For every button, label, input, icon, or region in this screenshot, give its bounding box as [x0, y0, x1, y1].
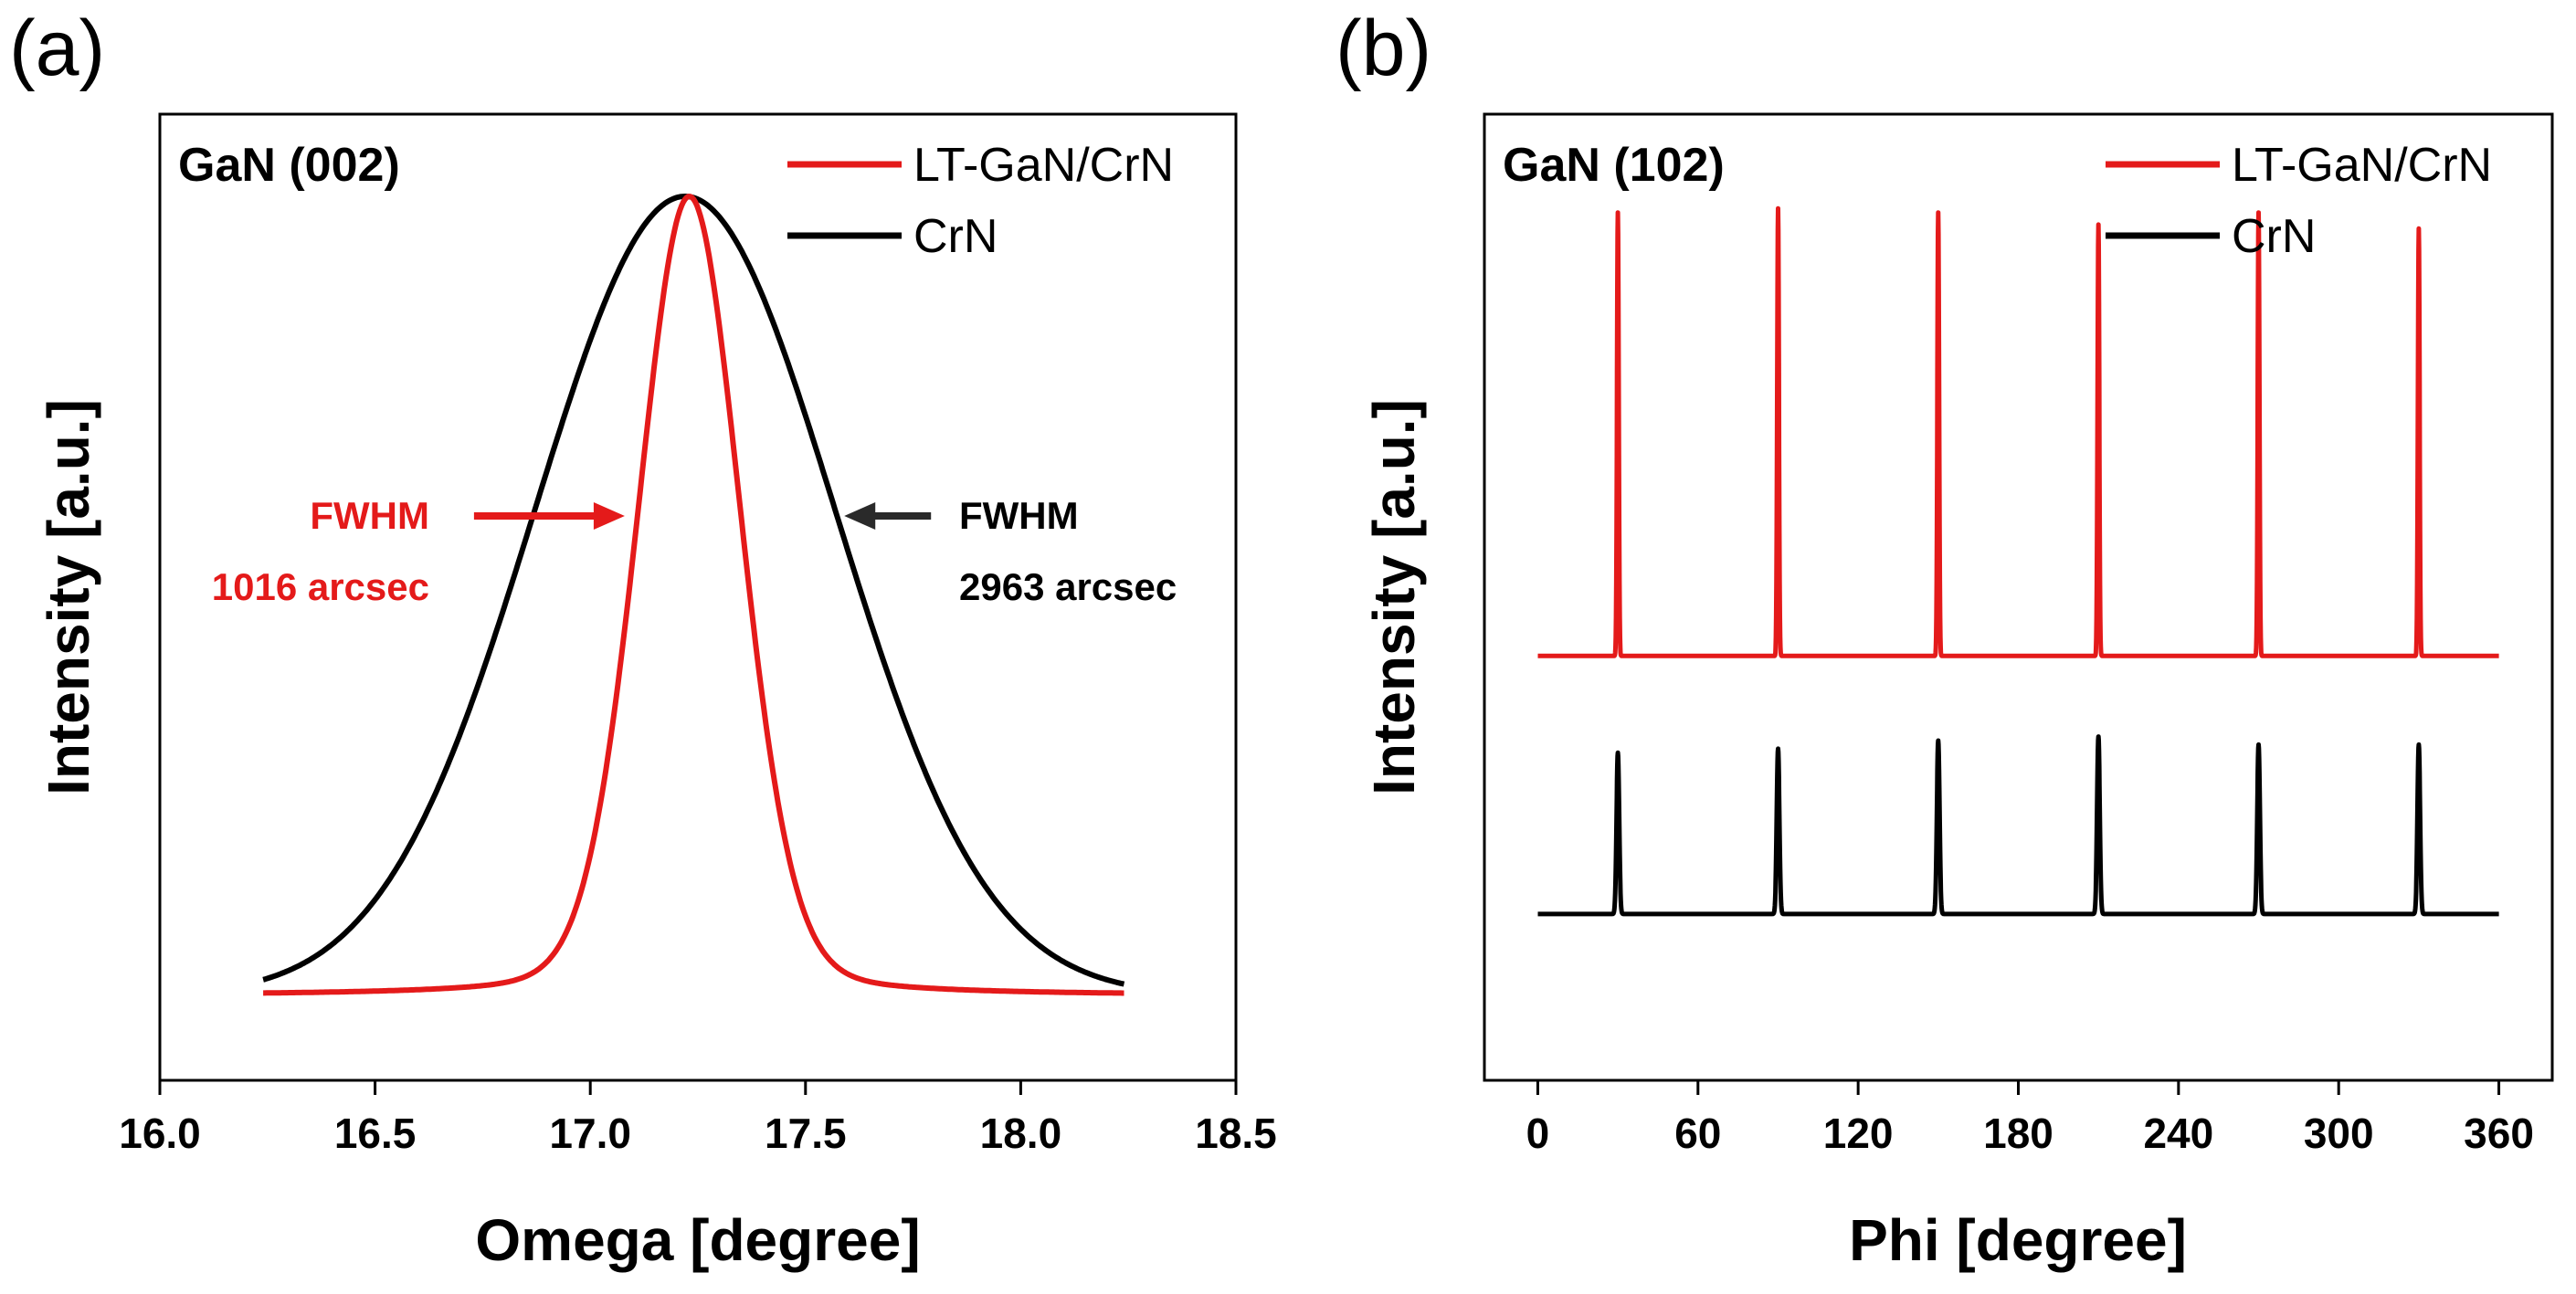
fwhm-black-arrow	[844, 502, 932, 530]
panel-b-x-tick-label: 120	[1823, 1110, 1894, 1157]
panel-b-x-tick-label: 300	[2304, 1110, 2374, 1157]
panel-b-title: GaN (102)	[1503, 139, 1725, 192]
panel-a: (a) 16.0 16.5 17.0 17.5 18.0 18.5 GaN (002) L…	[9, 5, 1277, 1273]
fwhm-black-value: 2963 arcsec	[959, 565, 1177, 608]
panel-b-lt-gan-crn-curve	[1536, 205, 2501, 658]
arrow-head	[593, 502, 625, 530]
panel-a-legend-label-lt-gan-crn: LT-GaN/CrN	[913, 139, 1174, 192]
panel-a-x-axis-title: Omega [degree]	[475, 1207, 920, 1273]
arrow-head	[844, 502, 876, 530]
fwhm-red-arrow	[473, 502, 625, 530]
panel-a-x-tick-label: 16.0	[119, 1110, 201, 1157]
fwhm-red-label: FWHM	[310, 494, 429, 537]
panel-b-label: (b)	[1336, 5, 1431, 92]
panel-a-y-axis-title: Intensity [a.u.]	[36, 399, 101, 795]
panel-a-legend-label-crn: CrN	[913, 210, 998, 263]
panel-a-lt-gan-crn-curve	[262, 194, 1125, 996]
panel-b-legend-label-lt-gan-crn: LT-GaN/CrN	[2232, 139, 2492, 192]
fwhm-red-value: 1016 arcsec	[212, 565, 429, 608]
panel-b-x-tick-label: 180	[1983, 1110, 2053, 1157]
panel-a-x-tick-label: 18.0	[980, 1110, 1062, 1157]
panel-b-x-tick-label: 0	[1526, 1110, 1550, 1157]
panel-a-label: (a)	[9, 5, 105, 92]
panel-b-x-tick-label: 240	[2143, 1110, 2213, 1157]
panel-a-title: GaN (002)	[178, 139, 400, 192]
panel-b-x-ticks: 0 60 120 180 240 300 360	[1526, 1080, 2534, 1157]
panel-b-x-tick-label: 60	[1674, 1110, 1721, 1157]
panel-b: (b) 0 60 120 180 240 300 360 GaN (102) LT-GaN/…	[1336, 5, 2554, 1273]
panel-a-x-ticks: 16.0 16.5 17.0 17.5 18.0 18.5	[119, 1080, 1277, 1157]
panel-b-legend-label-crn: CrN	[2232, 210, 2316, 263]
fwhm-black-label: FWHM	[959, 494, 1079, 537]
panel-a-x-tick-label: 16.5	[334, 1110, 417, 1157]
panel-a-frame	[158, 112, 1238, 1082]
panel-b-y-axis-title: Intensity [a.u.]	[1361, 399, 1427, 795]
panel-b-x-axis-title: Phi [degree]	[1849, 1207, 2187, 1273]
panel-b-frame	[1483, 112, 2554, 1082]
panel-a-x-tick-label: 18.5	[1195, 1110, 1277, 1157]
panel-a-x-tick-label: 17.0	[549, 1110, 631, 1157]
panel-b-x-tick-label: 360	[2464, 1110, 2534, 1157]
panel-b-crn-curve	[1536, 734, 2501, 917]
panel-a-x-tick-label: 17.5	[765, 1110, 847, 1157]
